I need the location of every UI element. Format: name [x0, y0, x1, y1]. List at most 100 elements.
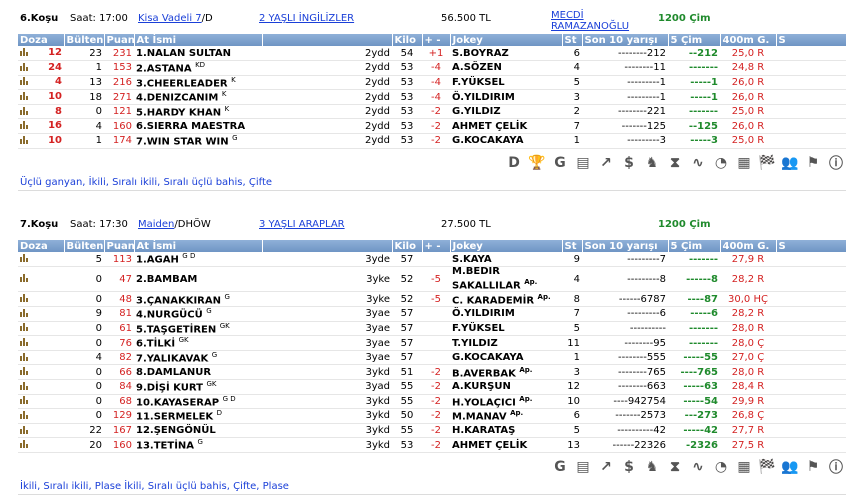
- jockey[interactable]: C. KARADEMİR Ap.: [450, 291, 562, 308]
- col-header[interactable]: St: [562, 34, 583, 46]
- stats-icon[interactable]: [20, 337, 28, 346]
- stats-cell[interactable]: [18, 266, 64, 293]
- horse-race-icon[interactable]: 🏁: [758, 458, 776, 475]
- col-header[interactable]: Son 10 yarışı: [582, 34, 669, 46]
- jockey-name[interactable]: T.YILDIZ: [452, 337, 498, 349]
- chart-up-icon[interactable]: ↗: [600, 154, 612, 171]
- jockey[interactable]: Ö.YILDIRIM: [450, 306, 562, 322]
- jockey-name[interactable]: G.KOCAKAYA: [452, 135, 524, 147]
- stats-icon[interactable]: [20, 47, 28, 57]
- graph-icon[interactable]: ∿: [692, 458, 704, 475]
- horses-icon[interactable]: ♞: [645, 154, 659, 171]
- stats-icon[interactable]: [20, 308, 28, 317]
- col-header[interactable]: Doza: [18, 240, 65, 252]
- horse-name-text[interactable]: 4.DENIZCANIM: [136, 92, 219, 104]
- horse-name[interactable]: 13.TETİNA G: [134, 437, 262, 453]
- stats-icon[interactable]: [20, 395, 28, 405]
- col-header[interactable]: Jokey: [450, 240, 563, 252]
- horse-name[interactable]: 6.TİLKİ GK: [134, 335, 262, 351]
- stats-icon[interactable]: [20, 366, 28, 376]
- horse-name-text[interactable]: 8.DAMLANUR: [136, 366, 212, 378]
- horse-name[interactable]: 1.NALAN SULTAN: [134, 46, 262, 62]
- horse-name[interactable]: 2.ASTANA KD: [134, 60, 262, 76]
- jockey[interactable]: T.YILDIZ: [450, 335, 562, 351]
- jockey[interactable]: B.AVERBAK Ap.: [450, 364, 562, 380]
- horse-name-text[interactable]: 1.NALAN SULTAN: [136, 47, 232, 59]
- D-icon[interactable]: D: [508, 154, 520, 171]
- stats-cell[interactable]: [18, 321, 64, 337]
- horse-name[interactable]: 5.TAŞGETİREN GK: [134, 321, 262, 337]
- stats-icon[interactable]: [20, 62, 28, 71]
- horse-name-text[interactable]: 3.ÇANAKKIRAN: [136, 294, 221, 306]
- jockey[interactable]: G.YILDIZ: [450, 104, 562, 120]
- horse-name[interactable]: 9.DİŞİ KURT GK: [134, 379, 262, 395]
- horse-name-text[interactable]: 4.NURGÜCÜ: [136, 309, 203, 321]
- jockey[interactable]: S.BOYRAZ: [450, 46, 562, 62]
- col-header[interactable]: At İsmi: [134, 34, 263, 46]
- stats-icon[interactable]: [20, 381, 28, 390]
- horse-name-text[interactable]: 12.ŞENGÖNÜL: [136, 425, 216, 437]
- jockey[interactable]: S.KAYA: [450, 252, 562, 268]
- stats-icon[interactable]: [20, 91, 28, 101]
- race-breed-link[interactable]: 3 YAŞLI ARAPLAR: [259, 219, 345, 230]
- jockey[interactable]: A.SÖZEN: [450, 60, 562, 76]
- stats-cell[interactable]: 4: [18, 75, 64, 91]
- jockey-name[interactable]: G.KOCAKAYA: [452, 352, 524, 364]
- col-header[interactable]: Bülten: [64, 240, 105, 252]
- race-type-link[interactable]: Maiden: [138, 219, 175, 230]
- G-icon[interactable]: G: [554, 154, 566, 171]
- stats-cell[interactable]: 24: [18, 60, 64, 76]
- jockey-name[interactable]: AHMET ÇELİK: [452, 120, 528, 132]
- col-header[interactable]: Bülten: [64, 34, 105, 46]
- jockey-name[interactable]: Ö.YILDIRIM: [452, 308, 515, 320]
- stats-cell[interactable]: 8: [18, 104, 64, 120]
- horse-name-text[interactable]: 6.SIERRA MAESTRA: [136, 120, 246, 132]
- stats-cell[interactable]: [18, 423, 64, 439]
- hourglass-icon[interactable]: ⧗: [670, 458, 680, 475]
- trophy-icon[interactable]: 🏆: [528, 154, 546, 171]
- stats-icon[interactable]: [20, 106, 28, 115]
- col-header[interactable]: Puan: [104, 34, 135, 46]
- doc-icon[interactable]: ▤: [576, 458, 590, 475]
- stats-cell[interactable]: [18, 350, 64, 366]
- race-type-link[interactable]: Kisa Vadeli 7: [138, 13, 202, 24]
- jockey-name[interactable]: M.BEDİR SAKALLILAR: [452, 266, 521, 292]
- $-icon[interactable]: $: [624, 458, 634, 475]
- graph-icon[interactable]: ∿: [692, 154, 704, 171]
- jockey[interactable]: F.YÜKSEL: [450, 321, 562, 337]
- stats-cell[interactable]: [18, 394, 64, 410]
- jockey-name[interactable]: A.KURŞUN: [452, 381, 511, 393]
- jockey[interactable]: G.KOCAKAYA: [450, 133, 562, 149]
- info-icon[interactable]: ⓘ: [829, 155, 843, 172]
- horse-name[interactable]: 12.ŞENGÖNÜL: [134, 423, 262, 439]
- col-header[interactable]: Jokey: [450, 34, 563, 46]
- col-header[interactable]: S: [776, 34, 846, 46]
- horse-name-text[interactable]: 2.BAMBAM: [136, 273, 198, 285]
- stats-icon[interactable]: [20, 425, 28, 434]
- horse-name-text[interactable]: 7.YALIKAVAK: [136, 353, 209, 365]
- col-header[interactable]: Kilo: [392, 34, 423, 46]
- stats-cell[interactable]: 10: [18, 89, 64, 105]
- hourglass-icon[interactable]: ⧗: [670, 154, 680, 171]
- col-header[interactable]: 5 Çim: [668, 240, 721, 252]
- doc-icon[interactable]: ▤: [576, 154, 590, 171]
- jockey[interactable]: Ö.YILDIRIM: [450, 89, 562, 105]
- horse-name[interactable]: 4.DENIZCANIM K: [134, 89, 262, 105]
- horse-name-text[interactable]: 6.TİLKİ: [136, 338, 176, 350]
- horse-name-text[interactable]: 1.AGAH: [136, 254, 179, 266]
- stats-icon[interactable]: [20, 273, 28, 283]
- stats-icon[interactable]: [20, 253, 28, 263]
- flag-icon[interactable]: ⚑: [806, 154, 820, 171]
- horse-name-text[interactable]: 3.CHEERLEADER: [136, 78, 228, 90]
- people-icon[interactable]: 👥: [781, 154, 799, 171]
- col-header[interactable]: Puan: [104, 240, 135, 252]
- stats-cell[interactable]: [18, 408, 64, 424]
- sponsor-link[interactable]: MECDİ RAMAZANOĞLU: [551, 10, 630, 32]
- jockey-name[interactable]: F.YÜKSEL: [452, 76, 505, 88]
- col-header[interactable]: Doza: [18, 34, 65, 46]
- stats-cell[interactable]: 12: [18, 46, 64, 62]
- jockey-name[interactable]: C. KARADEMİR: [452, 294, 535, 306]
- horse-name[interactable]: 6.SIERRA MAESTRA: [134, 118, 262, 135]
- jockey-name[interactable]: B.AVERBAK: [452, 367, 516, 379]
- people-icon[interactable]: 👥: [781, 458, 799, 475]
